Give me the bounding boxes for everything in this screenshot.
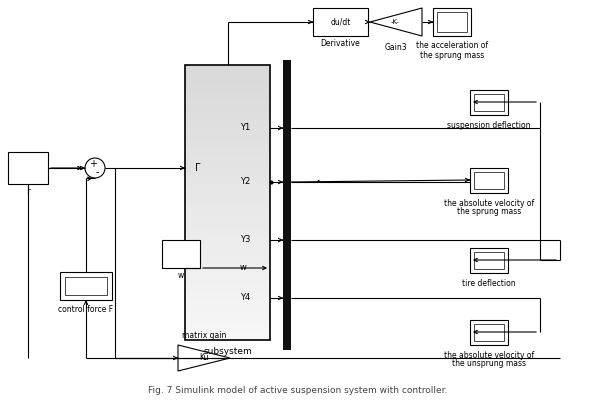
- Bar: [185, 154, 270, 161]
- Bar: [185, 216, 270, 223]
- Text: -K-: -K-: [391, 19, 399, 25]
- Bar: [185, 120, 270, 127]
- Text: Γ: Γ: [195, 163, 201, 173]
- Text: ·: ·: [315, 173, 321, 191]
- Text: the absolute velocity of: the absolute velocity of: [444, 198, 534, 208]
- Bar: [474, 252, 504, 269]
- Bar: [470, 168, 508, 193]
- Text: Y3: Y3: [240, 236, 250, 244]
- Text: du/dt: du/dt: [330, 18, 350, 26]
- Text: the acceleration of: the acceleration of: [416, 42, 488, 50]
- Bar: [185, 285, 270, 292]
- Bar: [185, 333, 270, 340]
- Bar: [8, 152, 48, 184]
- Bar: [185, 202, 270, 209]
- Bar: [470, 90, 508, 115]
- Text: Y1: Y1: [240, 124, 250, 132]
- Bar: [185, 278, 270, 285]
- Bar: [185, 223, 270, 230]
- Text: matrix gain: matrix gain: [182, 330, 226, 340]
- Text: Y2: Y2: [240, 178, 250, 186]
- Text: the sprung mass: the sprung mass: [457, 208, 521, 216]
- Bar: [185, 189, 270, 196]
- Text: the unsprung mass: the unsprung mass: [452, 360, 526, 368]
- Text: tire deflection: tire deflection: [462, 278, 516, 288]
- Bar: [185, 230, 270, 237]
- Bar: [185, 65, 270, 72]
- Bar: [60, 272, 112, 300]
- Bar: [185, 99, 270, 106]
- Bar: [470, 248, 508, 273]
- Bar: [185, 182, 270, 189]
- Bar: [185, 258, 270, 264]
- Text: r: r: [26, 188, 30, 196]
- Bar: [185, 134, 270, 141]
- Bar: [185, 65, 270, 340]
- Text: w: w: [240, 264, 247, 272]
- Bar: [185, 72, 270, 79]
- Bar: [185, 306, 270, 312]
- Text: subsystem: subsystem: [203, 348, 252, 356]
- Bar: [185, 92, 270, 99]
- Bar: [185, 326, 270, 333]
- Bar: [185, 175, 270, 182]
- Bar: [185, 79, 270, 86]
- Bar: [185, 86, 270, 92]
- Bar: [162, 240, 200, 268]
- Bar: [185, 237, 270, 244]
- Bar: [185, 312, 270, 319]
- Bar: [437, 12, 467, 32]
- Bar: [65, 277, 107, 295]
- Text: Y4: Y4: [240, 294, 250, 302]
- Bar: [185, 161, 270, 168]
- Bar: [185, 127, 270, 134]
- Text: Gain3: Gain3: [385, 42, 408, 52]
- Bar: [185, 292, 270, 299]
- Bar: [185, 264, 270, 271]
- Bar: [185, 271, 270, 278]
- Bar: [185, 196, 270, 202]
- Bar: [283, 60, 291, 350]
- Bar: [185, 106, 270, 113]
- Bar: [185, 168, 270, 175]
- Bar: [185, 244, 270, 251]
- Bar: [470, 320, 508, 345]
- Bar: [474, 324, 504, 341]
- Text: suspension deflection: suspension deflection: [447, 120, 531, 130]
- Bar: [185, 209, 270, 216]
- Text: Derivative: Derivative: [321, 40, 361, 48]
- Bar: [185, 148, 270, 154]
- Text: -: -: [95, 167, 99, 177]
- Bar: [474, 94, 504, 111]
- Text: the absolute velocity of: the absolute velocity of: [444, 350, 534, 360]
- Text: Fig. 7 Simulink model of active suspension system with controller.: Fig. 7 Simulink model of active suspensi…: [148, 386, 447, 395]
- Bar: [474, 172, 504, 189]
- Text: control force F: control force F: [58, 304, 114, 314]
- Text: Ku: Ku: [199, 354, 209, 362]
- Bar: [185, 299, 270, 306]
- Bar: [313, 8, 368, 36]
- Bar: [185, 141, 270, 148]
- Bar: [185, 251, 270, 258]
- Bar: [185, 113, 270, 120]
- Bar: [433, 8, 471, 36]
- Bar: [185, 319, 270, 326]
- Text: the sprung mass: the sprung mass: [420, 50, 484, 60]
- Text: w: w: [178, 272, 184, 280]
- Text: +: +: [89, 159, 97, 169]
